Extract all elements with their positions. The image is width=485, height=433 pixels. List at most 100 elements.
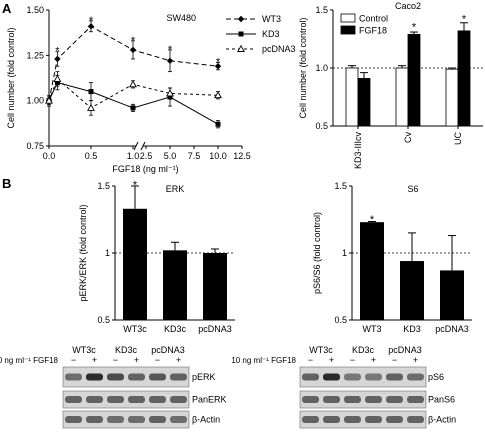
- lane-sign: +: [176, 355, 181, 365]
- lane-sign: −: [71, 355, 76, 365]
- series-line-KD3: [48, 81, 219, 125]
- blot-strip-β-Actin: [299, 410, 427, 429]
- y-tick-label: 0.5: [97, 315, 110, 325]
- blot-band: [128, 416, 145, 423]
- legend-label-WT3: WT3: [262, 14, 281, 24]
- x-tick-label: 0.5: [85, 151, 98, 161]
- lane-sign: +: [92, 355, 97, 365]
- lane-sign: −: [113, 355, 118, 365]
- blot-band: [128, 373, 145, 381]
- x-tick-label: 5.0: [164, 151, 177, 161]
- y-tick-label: 1.5: [334, 181, 347, 191]
- data-point-WT3: [166, 57, 174, 64]
- lane-sign: −: [350, 355, 355, 365]
- x-tick-label: pcDNA3: [435, 324, 469, 334]
- legend-label-pcDNA3: pcDNA3: [262, 44, 296, 54]
- s6-western-blot: WT3c KD3c pcDNA3 10 ng ml⁻¹ FGF18 − + − + − + pS6 P…: [231, 345, 456, 429]
- data-point-pcDNA3: [53, 74, 62, 82]
- y-tick-label: 1.50: [26, 5, 44, 15]
- data-point-WT3: [214, 63, 222, 70]
- y-tick-label: 1.5: [315, 5, 328, 15]
- bar-FGF18: [407, 33, 421, 127]
- legend-swatch-FGF18: [340, 25, 356, 35]
- lane-group-label: pcDNA3: [388, 345, 422, 355]
- blot-band: [323, 396, 340, 403]
- blot-band: [407, 396, 424, 403]
- band-label-PanS6: PanS6: [428, 395, 455, 405]
- erk-western-blot: WT3c KD3c pcDNA3 10 ng ml⁻¹ FGF18 − + − + − + pERK…: [0, 345, 227, 429]
- blot-band: [344, 373, 361, 381]
- lane-sign: +: [413, 355, 418, 365]
- significance-star: *: [412, 21, 417, 33]
- y-axis-label: pS6/S6 (fold control): [312, 212, 322, 294]
- treatment-label: 10 ng ml⁻¹ FGF18: [0, 356, 59, 365]
- bar-WT3c: [123, 208, 147, 320]
- y-tick-label: 1.5: [97, 181, 110, 191]
- blot-strip-β-Actin: [62, 410, 190, 429]
- significance-star: *: [89, 15, 94, 27]
- lane-group-label: WT3c: [72, 345, 96, 355]
- panel-label-b: B: [2, 176, 11, 191]
- blot-strip-pERK: [62, 366, 190, 388]
- x-tick-label: 1.0: [127, 151, 140, 161]
- lane-sign: +: [371, 355, 376, 365]
- blot-band: [149, 416, 166, 423]
- blot-band: [86, 373, 103, 381]
- blot-band: [386, 396, 403, 403]
- significance-star: *: [216, 57, 221, 69]
- blot-band: [344, 396, 361, 403]
- panel-label-a: A: [2, 1, 12, 16]
- lane-group-label: KD3c: [115, 345, 138, 355]
- lane-group-label: pcDNA3: [151, 345, 185, 355]
- bar-FGF18: [457, 30, 471, 127]
- data-point-WT3: [87, 23, 95, 30]
- bar-Control: [395, 67, 409, 127]
- data-point-WT3: [54, 55, 61, 63]
- x-tick-label: KD3c: [164, 324, 187, 334]
- data-point-KD3: [130, 105, 136, 111]
- data-point-KD3: [215, 121, 221, 127]
- blot-band: [86, 416, 103, 423]
- significance-star: *: [462, 13, 467, 25]
- blot-band: [323, 416, 340, 423]
- legend-marker-KD3: [238, 31, 244, 37]
- significance-star: *: [131, 35, 136, 47]
- x-tick-label: KD3-IIIcv: [353, 132, 363, 170]
- bar-KD3: [400, 261, 424, 320]
- caco2-bar-chart: 0.5 1.0 1.5 Cell number (fold control) KD3-I…: [298, 1, 483, 169]
- x-tick-label: 0.0: [43, 151, 56, 161]
- blot-band: [149, 373, 166, 381]
- data-point-WT3: [129, 46, 137, 54]
- data-point-pcDNA3: [45, 96, 53, 104]
- blot-band: [107, 396, 124, 403]
- x-tick-label: WT3c: [123, 324, 147, 334]
- blot-band: [86, 396, 103, 403]
- band-label-pERK: pERK: [192, 372, 216, 382]
- bar-KD3c: [163, 250, 187, 320]
- blot-band: [149, 396, 166, 403]
- data-point-pcDNA3: [87, 103, 95, 111]
- lane-sign: +: [329, 355, 334, 365]
- x-tick-label: 10.0: [209, 151, 227, 161]
- y-tick-label: 1.00: [26, 96, 44, 106]
- axis-break-mark: [140, 141, 146, 151]
- legend-label-KD3: KD3: [262, 29, 280, 39]
- data-point-pcDNA3: [166, 89, 174, 97]
- series-line-pcDNA3: [48, 78, 219, 109]
- y-axis-label: pERK/ERK (fold control): [78, 204, 88, 301]
- blot-band: [323, 373, 340, 381]
- blot-band: [107, 373, 124, 381]
- y-axis-label: Cell number (fold control): [298, 17, 308, 118]
- blot-band: [407, 416, 424, 423]
- blot-band: [407, 373, 424, 381]
- y-tick-label: 1.0: [315, 63, 328, 73]
- sw480-line-chart: 0.75 1.00 1.25 1.50 0.0 0.5 1.0 2.5 5.0 7.5 10.0 12…: [6, 5, 296, 174]
- blot-band: [170, 373, 187, 381]
- legend-marker-pcDNA3: [237, 44, 245, 52]
- bar-FGF18: [357, 78, 371, 127]
- bar-Control: [345, 67, 359, 127]
- blot-band: [65, 373, 82, 381]
- blot-band: [65, 416, 82, 423]
- erk-bar-chart: 0.5 1 1.5 pERK/ERK (fold control) WT3c * KD3c p…: [78, 179, 235, 334]
